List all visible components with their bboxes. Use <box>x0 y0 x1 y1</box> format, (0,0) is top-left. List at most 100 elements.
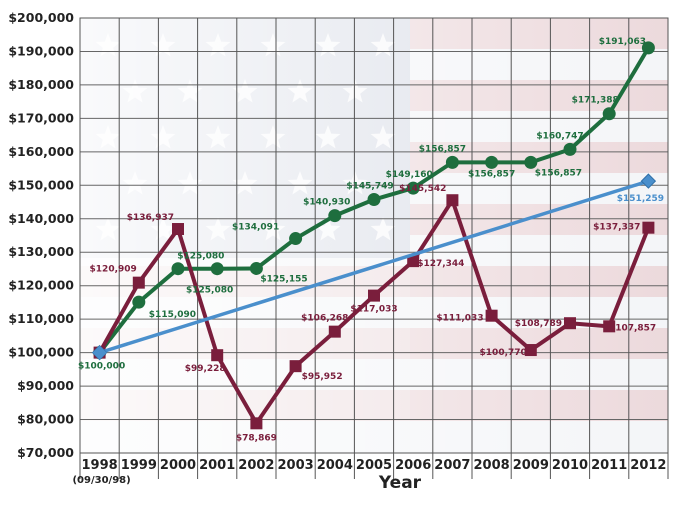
data-label: $125,080 <box>186 286 233 296</box>
data-label: 107,857 <box>615 323 656 333</box>
x-tick-label: 2008 <box>474 458 510 473</box>
y-tick-label: $140,000 <box>8 211 74 226</box>
data-label: $191,063 <box>599 37 646 47</box>
y-tick-label: $200,000 <box>8 10 74 25</box>
x-tick-label: 2011 <box>591 458 627 473</box>
data-point <box>563 142 577 156</box>
data-label: $151,259 <box>617 194 664 204</box>
data-label: $137,337 <box>593 223 640 233</box>
data-point <box>250 417 263 430</box>
y-tick-label: $110,000 <box>8 311 74 326</box>
flag-fade <box>80 18 668 453</box>
y-tick-label: $180,000 <box>8 77 74 92</box>
data-point <box>132 276 145 289</box>
data-point <box>603 320 616 333</box>
x-tick-sublabel: (09/30/98) <box>72 475 130 486</box>
start-point <box>92 345 107 360</box>
data-label: $145,542 <box>399 184 446 194</box>
data-label: $95,952 <box>302 372 343 382</box>
data-label: $115,090 <box>149 310 196 320</box>
data-labels: $100,000 $115,090 $125,080 $125,080 $125,155… <box>78 37 664 443</box>
y-tick-label: $90,000 <box>17 378 74 393</box>
data-point <box>640 173 657 189</box>
data-point <box>642 221 655 234</box>
x-axis-title: Year <box>378 473 422 493</box>
x-tick-label: 1998 <box>82 458 118 473</box>
y-tick-label: $100,000 <box>8 345 74 360</box>
x-tick-label: 2003 <box>278 458 314 473</box>
y-tick-label: $120,000 <box>8 278 74 293</box>
data-point <box>485 155 499 169</box>
x-tick-label: 2006 <box>395 458 431 473</box>
x-tick-label: 2010 <box>552 458 588 473</box>
x-tick-label: 2005 <box>356 458 392 473</box>
data-label: $156,857 <box>468 169 515 179</box>
data-label: $99,228 <box>185 364 226 374</box>
gridlines <box>79 17 669 479</box>
plot-border <box>79 17 669 454</box>
x-tick-label: 2004 <box>317 458 353 473</box>
x-tick-label: 2000 <box>160 458 196 473</box>
data-label: $145,749 <box>346 182 393 192</box>
data-point <box>446 194 459 207</box>
x-tick-label: 2012 <box>630 458 666 473</box>
y-axis-ticks: $70,000 $80,000 $90,000 $100,000 $110,000 $12… <box>8 10 74 460</box>
data-point <box>172 223 184 236</box>
y-tick-label: $190,000 <box>8 43 74 58</box>
x-tick-label: 1999 <box>121 458 157 473</box>
data-point <box>289 232 303 246</box>
data-point <box>210 262 224 276</box>
series-line-diamond <box>99 179 649 355</box>
data-point <box>524 344 537 357</box>
data-label: $136,937 <box>127 213 174 223</box>
data-point <box>524 155 538 169</box>
x-tick-label: 2001 <box>199 458 235 473</box>
y-tick-label: $150,000 <box>8 177 74 192</box>
data-point <box>289 360 302 373</box>
data-label: $149,160 <box>386 170 433 180</box>
data-point <box>328 325 341 338</box>
data-point <box>171 262 185 276</box>
x-tick-label: 2002 <box>238 458 274 473</box>
data-label: $100,770 <box>480 348 527 358</box>
y-tick-label: $80,000 <box>17 412 74 427</box>
y-tick-label: $160,000 <box>8 144 74 159</box>
data-point <box>406 181 420 195</box>
y-tick-label: $170,000 <box>8 110 74 125</box>
data-point <box>641 41 655 55</box>
data-label: $111,033 <box>436 314 483 324</box>
data-label: $125,155 <box>260 274 307 284</box>
data-point <box>132 295 146 309</box>
data-point <box>407 255 420 268</box>
data-point <box>564 317 576 330</box>
data-point <box>249 261 263 275</box>
data-label: $140,930 <box>303 198 350 208</box>
data-label: $156,857 <box>419 144 466 154</box>
data-label: $160,747 <box>536 131 583 141</box>
data-label: $108,789 <box>515 319 562 329</box>
data-label: $117,033 <box>350 305 397 315</box>
data-label: $156,857 <box>535 168 582 178</box>
data-label: $106,268 <box>301 314 348 324</box>
data-point <box>211 349 224 362</box>
data-point <box>367 193 381 207</box>
data-label: $125,080 <box>177 252 224 262</box>
x-tick-label: 2009 <box>513 458 549 473</box>
data-label: $100,000 <box>78 362 125 372</box>
data-label: $120,909 <box>90 265 137 275</box>
data-label: $171,388 <box>572 96 619 106</box>
x-axis-ticks: 1998 1999 2000 2001 2002 2003 2004 2005 2006 2007… <box>72 458 666 486</box>
flag-watermark <box>80 18 668 453</box>
data-point <box>602 107 616 121</box>
data-label: $127,344 <box>417 259 464 269</box>
data-label: $134,091 <box>232 223 279 233</box>
data-point <box>368 289 380 302</box>
data-point <box>485 309 498 322</box>
y-tick-label: $130,000 <box>8 244 74 259</box>
data-label: $78,869 <box>236 433 277 443</box>
data-point <box>445 155 459 169</box>
data-point <box>328 209 342 223</box>
x-tick-label: 2007 <box>434 458 470 473</box>
y-tick-label: $70,000 <box>17 445 74 460</box>
